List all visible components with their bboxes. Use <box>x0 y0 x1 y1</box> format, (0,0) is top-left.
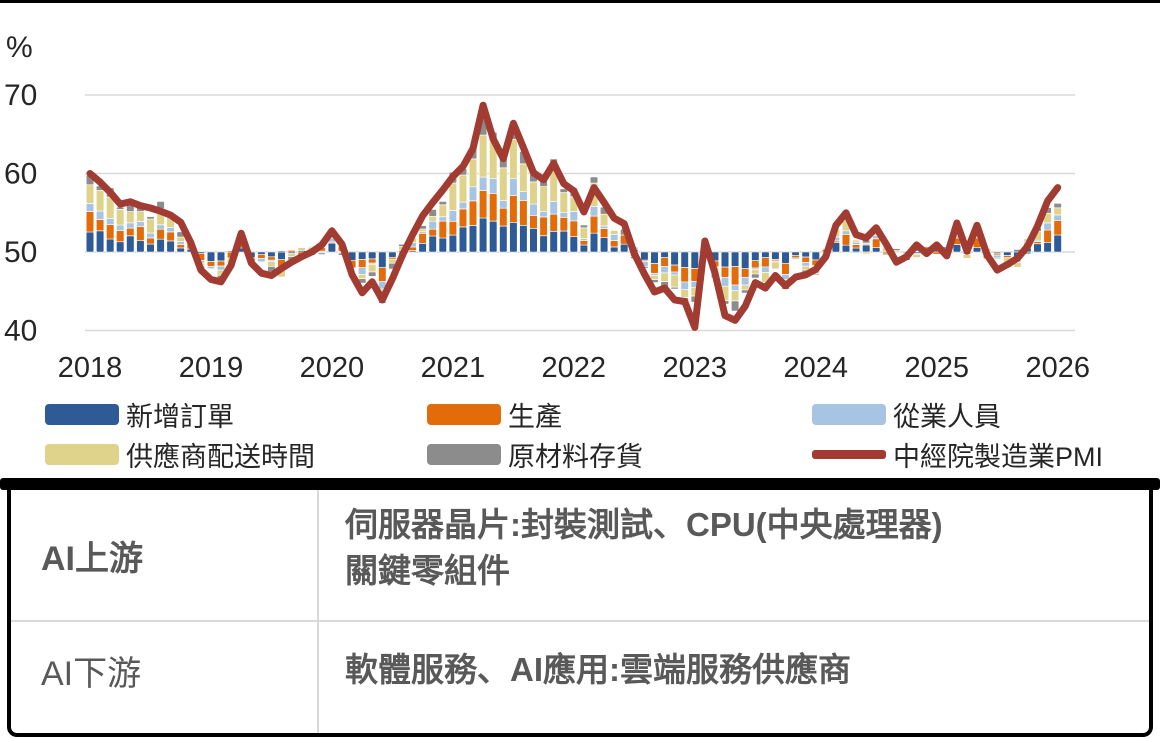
y-axis-unit: % <box>6 31 33 64</box>
ai-supply-chain-table: AI上游 伺服器晶片:封裝測試、CPU(中央處理器) 關鍵零組件 AI下游 軟體… <box>7 490 1153 737</box>
y-tick-label: 50 <box>4 236 37 269</box>
legend-label: 原材料存貨 <box>508 441 643 472</box>
top-border-rule <box>0 0 1160 3</box>
x-tick-label: 2024 <box>784 352 849 384</box>
legend-swatch-box <box>45 443 119 465</box>
y-tick-label: 40 <box>4 315 37 348</box>
ai-downstream-desc: 軟體服務、AI應用:雲端服務供應商 <box>345 651 851 689</box>
legend-swatch-box <box>427 403 501 425</box>
x-tick-label: 2026 <box>1025 352 1090 384</box>
legend-label: 從業人員 <box>893 401 1001 432</box>
x-tick-label: 2022 <box>542 352 607 384</box>
legend-item: 中經院製造業PMI <box>812 441 1103 472</box>
ai-upstream-desc: 伺服器晶片:封裝測試、CPU(中央處理器) 關鍵零組件 <box>345 506 943 590</box>
y-tick-label: 70 <box>4 79 37 112</box>
legend-label: 中經院製造業PMI <box>893 441 1104 472</box>
legend-swatch-box <box>45 403 119 425</box>
table-row-label-ai-upstream: AI上游 <box>11 490 317 620</box>
chart-legend: 新增訂單 生產 從業人員供應商配送時間 原材料存貨 中經院製造業PMI <box>0 395 1160 475</box>
pmi-chart-section: % 70 60 50 40 2018 2019 2020 2021 2022 2023 2024 202… <box>0 3 1160 478</box>
x-tick-label: 2019 <box>179 352 244 384</box>
x-tick-label: 2021 <box>421 352 486 384</box>
x-tick-label: 2018 <box>58 352 123 384</box>
table-top-border <box>0 478 1160 490</box>
ai-upstream-label: AI上游 <box>41 539 143 578</box>
legend-item: 原材料存貨 <box>427 441 643 472</box>
legend-swatch-box <box>427 443 501 465</box>
table-row-label-ai-downstream: AI下游 <box>11 620 317 733</box>
legend-label: 供應商配送時間 <box>126 441 315 472</box>
x-tick-label: 2020 <box>300 352 365 384</box>
legend-item: 新增訂單 <box>45 401 234 432</box>
y-tick-label: 60 <box>4 158 37 191</box>
stacked-bars <box>85 118 1062 312</box>
legend-item: 從業人員 <box>812 401 1001 432</box>
x-tick-label: 2023 <box>663 352 728 384</box>
legend-item: 生產 <box>427 401 562 432</box>
pmi-line <box>86 101 1062 331</box>
ai-downstream-label: AI下游 <box>41 655 142 693</box>
table-row-desc-ai-upstream: 伺服器晶片:封裝測試、CPU(中央處理器) 關鍵零組件 <box>317 490 1149 620</box>
x-tick-label: 2025 <box>904 352 969 384</box>
gridlines <box>85 94 1075 332</box>
table-row-desc-ai-downstream: 軟體服務、AI應用:雲端服務供應商 <box>317 620 1149 733</box>
legend-swatch-line <box>812 449 886 459</box>
legend-label: 生產 <box>508 401 562 432</box>
legend-swatch-box <box>812 403 886 425</box>
pmi-stacked-bar-line-chart: % 70 60 50 40 2018 2019 2020 2021 2022 2023 2024 202… <box>4 31 1090 384</box>
legend-item: 供應商配送時間 <box>45 441 315 472</box>
legend-label: 新增訂單 <box>126 401 234 432</box>
